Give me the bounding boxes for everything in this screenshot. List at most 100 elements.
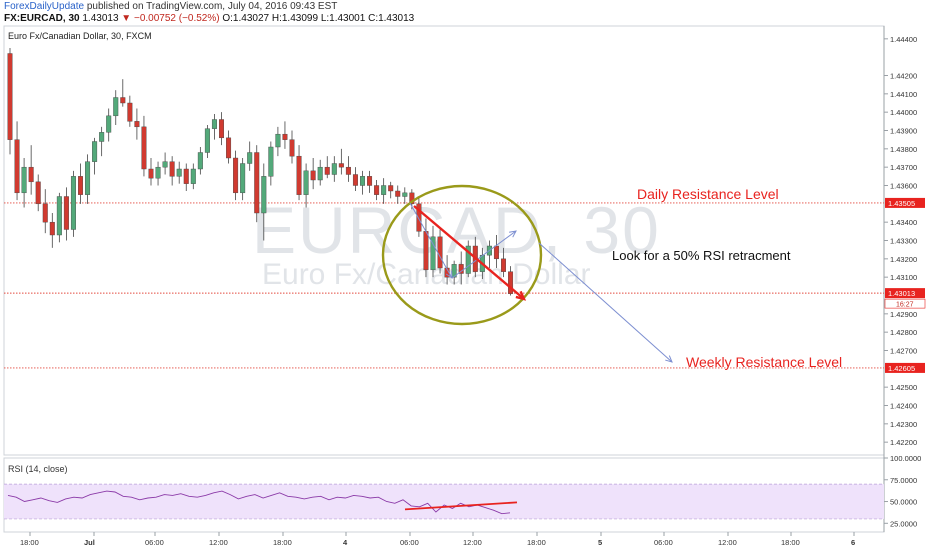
candle-down <box>7 53 13 140</box>
candle-down <box>338 163 344 168</box>
y-tick-label: 1.42800 <box>890 328 917 337</box>
y-tick-label: 1.43400 <box>890 218 917 227</box>
rsi-band <box>4 484 884 519</box>
candle-up <box>70 176 76 230</box>
candle-up <box>197 152 203 170</box>
candle-down <box>352 174 358 186</box>
x-tick-label: 12:00 <box>718 538 737 547</box>
candle-down <box>120 97 126 104</box>
symbol-name[interactable]: FX:EURCAD, 30 <box>4 13 80 24</box>
candle-down <box>49 221 55 236</box>
y-tick-label: 1.44200 <box>890 72 917 81</box>
watermark-ticker: EURCAD, 30 <box>252 193 661 267</box>
candle-up <box>21 166 27 194</box>
candle-down <box>226 137 232 159</box>
candle-down <box>437 236 443 269</box>
x-tick-label: 18:00 <box>781 538 800 547</box>
x-tick-label: 4 <box>343 538 348 547</box>
rsi-tick-label: 25.0000 <box>890 519 917 528</box>
price-tag <box>885 362 925 373</box>
price-tag <box>885 197 925 208</box>
x-tick-label: 18:00 <box>527 538 546 547</box>
candle-up <box>261 176 267 214</box>
y-tick-label: 1.43900 <box>890 127 917 136</box>
last-price: 1.43013 <box>82 13 119 24</box>
candle-down <box>395 190 401 197</box>
candle-down <box>63 196 69 230</box>
y-tick-label: 1.42900 <box>890 310 917 319</box>
weekly-resistance-label: Weekly Resistance Level <box>686 354 843 370</box>
x-tick-label: 18:00 <box>273 538 292 547</box>
daily-resistance-label: Daily Resistance Level <box>637 186 779 202</box>
rsi-tick-label: 100.0000 <box>890 454 921 463</box>
rsi-note: Look for a 50% RSI retracment <box>612 248 791 263</box>
x-tick-label: 5 <box>598 538 602 547</box>
candle-down <box>345 166 351 175</box>
candle-down <box>134 121 140 128</box>
rsi-line <box>7 490 511 515</box>
x-tick-label: 06:00 <box>400 538 419 547</box>
price-tag-label: 1.42605 <box>888 364 915 373</box>
candle-up <box>275 133 281 148</box>
candle-up <box>317 166 323 181</box>
blue-arrow-target <box>538 242 673 363</box>
candle-down <box>42 203 48 223</box>
blue-arrow-target-head <box>665 355 673 363</box>
red-trend-arrow-head <box>515 290 527 301</box>
y-tick-label: 1.42400 <box>890 402 917 411</box>
candle-up <box>155 166 161 179</box>
y-tick-label: 1.43100 <box>890 273 917 282</box>
y-tick-label: 1.43200 <box>890 255 917 264</box>
candle-up <box>106 115 112 133</box>
open-value: O:1.43027 <box>222 13 270 24</box>
candle-up <box>162 161 168 168</box>
candle-up <box>99 132 105 142</box>
y-tick-label: 1.44000 <box>890 108 917 117</box>
x-tick-label: 06:00 <box>654 538 673 547</box>
blue-arrow-up-head <box>509 230 517 238</box>
candle-up <box>360 176 366 186</box>
rsi-tick-label: 75.0000 <box>890 476 917 485</box>
candle-down <box>409 192 415 205</box>
candle-up <box>92 141 98 162</box>
candle-down <box>35 181 41 205</box>
x-tick-label: 12:00 <box>463 538 482 547</box>
y-tick-label: 1.42700 <box>890 347 917 356</box>
publish-text: published on TradingView.com, July 04, 2… <box>84 1 338 12</box>
high-value: H:1.43099 <box>271 13 319 24</box>
candle-up <box>247 152 253 164</box>
candle-up <box>113 97 119 117</box>
candle-down <box>127 102 133 122</box>
candle-down <box>233 157 239 194</box>
y-tick-label: 1.43300 <box>890 237 917 246</box>
rsi-label: RSI (14, close) <box>8 464 68 474</box>
candle-down <box>388 185 394 192</box>
candle-down <box>218 119 224 139</box>
candle-up <box>56 196 62 236</box>
x-tick-label: Jul <box>84 538 95 547</box>
candle-up <box>451 264 457 278</box>
low-value: L:1.43001 <box>320 13 366 24</box>
chart-legend: Euro Fx/Canadian Dollar, 30, FXCM <box>8 31 152 41</box>
price-tag-label: 1.43505 <box>888 199 915 208</box>
candle-down <box>324 166 330 175</box>
candle-down <box>77 176 83 195</box>
x-tick-label: 12:00 <box>209 538 228 547</box>
rsi-trendline <box>404 501 518 511</box>
x-tick-label: 18:00 <box>20 538 39 547</box>
y-tick-label: 1.42300 <box>890 420 917 429</box>
candle-down <box>289 139 295 157</box>
blue-arrow-up <box>451 230 517 279</box>
candle-down <box>367 176 373 186</box>
countdown-label: 16:27 <box>896 302 914 309</box>
blue-arrow-down <box>409 202 453 279</box>
candle-down <box>28 166 34 183</box>
candle-down <box>169 161 175 177</box>
price-pane-border <box>3 25 885 456</box>
candle-down <box>141 126 147 170</box>
candle-up <box>211 119 217 129</box>
author-link[interactable]: ForexDailyUpdate <box>4 1 85 12</box>
close-value: C:1.43013 <box>368 13 415 24</box>
candle-down <box>501 258 507 272</box>
